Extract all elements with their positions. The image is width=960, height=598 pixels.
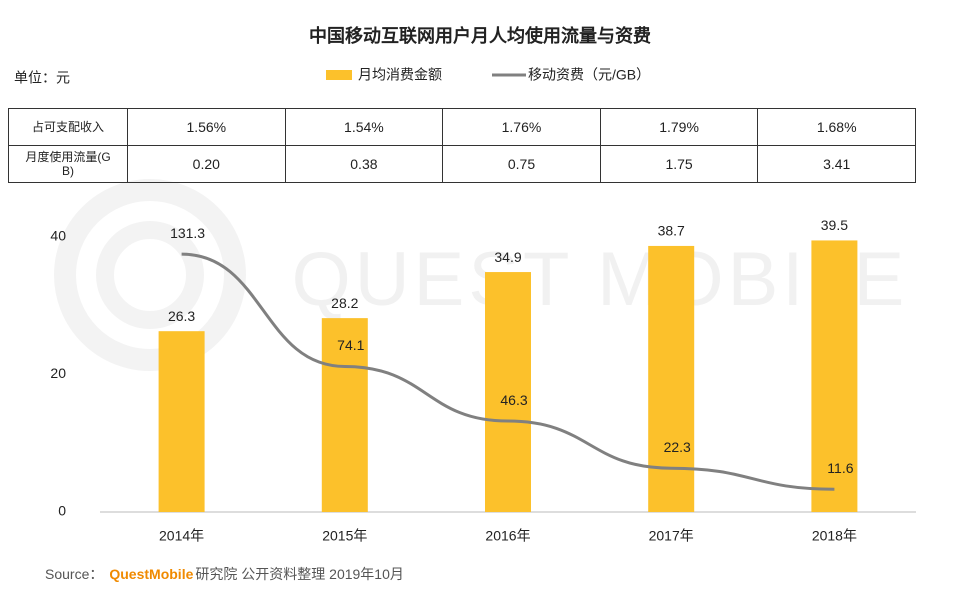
bar — [321, 318, 368, 512]
x-tick-label: 2016年 — [485, 528, 530, 544]
watermark-logo — [54, 179, 246, 371]
unit-label: 单位：元 — [14, 70, 70, 86]
line-value-label: 11.6 — [827, 460, 853, 476]
source: Source： QuestMobile 研究院 公开资料整理 2019年10月 — [45, 566, 404, 582]
bar — [485, 272, 531, 512]
bar — [158, 331, 205, 512]
y-tick-label: 0 — [58, 503, 66, 519]
x-tick-label: 2014年 — [159, 528, 204, 544]
bar-value-label: 38.7 — [658, 223, 685, 239]
watermark: QUEST MOBILE — [292, 237, 909, 322]
line — [181, 252, 835, 491]
source-brand: QuestMobile — [109, 566, 193, 582]
table-cell: 1.75 — [599, 145, 759, 183]
x-tick-label: 2017年 — [649, 528, 694, 544]
watermark-logo — [96, 221, 204, 329]
table-cell: 0.38 — [284, 145, 444, 183]
table-cell: 1.68% — [757, 108, 916, 146]
bar-value-label: 26.3 — [168, 308, 195, 324]
table-cell: 1.76% — [442, 108, 601, 146]
bar-value-label: 39.5 — [821, 217, 848, 233]
bar — [648, 245, 695, 512]
bar — [811, 240, 858, 512]
source-text: 研究院 公开资料整理 2019年10月 — [195, 566, 404, 582]
y-tick-label: 20 — [50, 365, 66, 381]
x-tick-label: 2018年 — [812, 528, 857, 544]
bar-value-label: 28.2 — [331, 295, 358, 311]
table-cell: 1.79% — [599, 108, 759, 146]
y-tick-label: 40 — [50, 228, 66, 244]
table-row: 月度使用流量(GB) 0.20 0.38 0.75 1.75 3.41 — [8, 145, 916, 183]
table-cell: 3.41 — [757, 145, 916, 183]
legend-swatch — [326, 70, 352, 80]
bar-value-label: 34.9 — [494, 249, 521, 265]
table-cell: 1.56% — [127, 108, 286, 146]
data-table: 占可支配收入 1.56% 1.54% 1.76% 1.79% 1.68% 月度使用流量(GB… — [8, 108, 916, 183]
table-cell: 0.75 — [442, 145, 601, 183]
chart-title: 中国移动互联网用户月人均使用流量与资费 — [309, 25, 651, 46]
line-value-label: 22.3 — [664, 439, 691, 455]
line-value-label: 46.3 — [500, 392, 527, 408]
x-tick-label: 2015年 — [322, 528, 367, 544]
table-cell: 占可支配收入 — [8, 108, 128, 146]
legend: 月均消费金额 移动资费（元/GB） — [326, 67, 650, 83]
table-row: 占可支配收入 1.56% 1.54% 1.76% 1.79% 1.68% — [8, 108, 916, 146]
table-cell: 0.20 — [127, 145, 286, 183]
table-cell: 1.54% — [284, 108, 444, 146]
legend-label: 移动资费（元/GB） — [528, 67, 650, 83]
source-prefix: Source： — [45, 566, 103, 582]
line-value-label: 131.3 — [170, 225, 205, 241]
table-cell: 月度使用流量(GB) — [8, 145, 128, 183]
legend-label: 月均消费金额 — [358, 67, 442, 83]
line-value-label: 74.1 — [337, 337, 364, 353]
